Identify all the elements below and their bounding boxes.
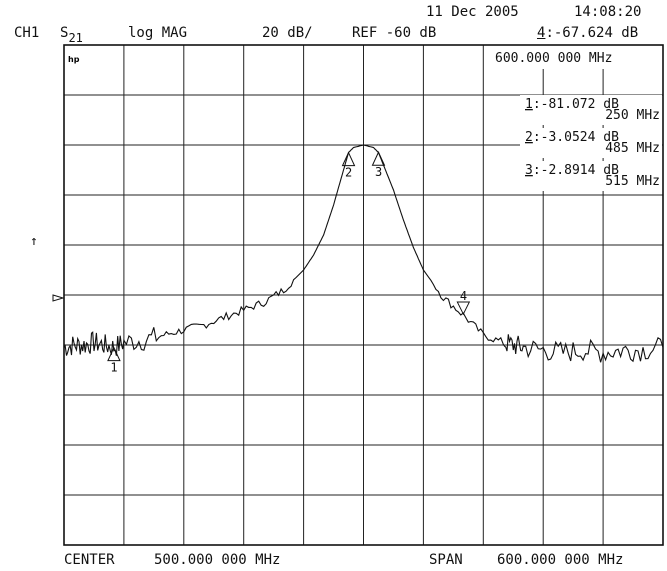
marker-1-label: 1 xyxy=(110,361,117,375)
span-label: SPAN xyxy=(429,552,463,568)
channel-label: CH1 xyxy=(14,25,40,41)
marker-3-readout-value: :-2.8914 dB xyxy=(533,163,619,178)
ref-level-indicator xyxy=(52,294,65,302)
readout-bg-marker-3 xyxy=(520,161,662,191)
s21-trace xyxy=(63,144,664,363)
time-label: 14:08:20 xyxy=(574,4,642,20)
marker-2-label: 2 xyxy=(345,166,352,180)
active-marker-value: :-67.624 dB xyxy=(545,25,639,41)
format-label: log MAG xyxy=(128,25,188,41)
marker-1-readout-number: 1 xyxy=(525,97,533,112)
ref-label: REF -60 dB xyxy=(352,25,437,41)
center-value: 500.000 000 MHz xyxy=(154,552,281,568)
parameter-label: S21 xyxy=(60,25,83,45)
marker-4-triangle xyxy=(456,301,471,316)
marker-2-readout-value: :-3.0524 dB xyxy=(533,130,619,145)
readout-bg-marker-2 xyxy=(520,128,662,158)
center-label: CENTER xyxy=(64,552,115,568)
parameter-sub: 21 xyxy=(68,31,83,45)
active-marker-freq: 600.000 000 MHz xyxy=(495,51,612,66)
ref-position-arrow: ↑ xyxy=(30,234,38,249)
marker-4-label: 4 xyxy=(460,289,467,303)
active-marker-number: 4 xyxy=(537,25,546,41)
marker-1-readout-freq: 250 MHz xyxy=(605,108,660,123)
active-marker-readout: 4:-67.624 dB xyxy=(537,25,638,41)
marker-2-triangle xyxy=(341,151,356,167)
graticule xyxy=(64,45,663,545)
marker-2-readout-freq: 485 MHz xyxy=(605,141,660,156)
readout-bg-active xyxy=(490,45,663,69)
marker-3-label: 3 xyxy=(375,165,382,179)
parameter-main: S xyxy=(60,25,69,41)
marker-3-readout-number: 3 xyxy=(525,163,533,178)
scale-label: 20 dB/ xyxy=(262,25,313,41)
plot-frame xyxy=(63,44,664,546)
marker-2-readout-number: 2 xyxy=(525,130,533,145)
marker-2-readout: 2:-3.0524 dB xyxy=(525,130,619,145)
marker-1-triangle xyxy=(107,346,121,362)
marker-layer: 1 2 3 4 xyxy=(107,151,471,375)
marker-3-readout-freq: 515 MHz xyxy=(605,174,660,189)
marker-1-readout-value: :-81.072 dB xyxy=(533,97,619,112)
marker-3-readout: 3:-2.8914 dB xyxy=(525,163,619,178)
hp-logo: hp xyxy=(68,55,80,64)
trace-layer xyxy=(63,144,664,363)
span-value: 600.000 000 MHz xyxy=(497,552,624,568)
readout-bg-marker-1 xyxy=(520,95,662,125)
marker-1-readout: 1:-81.072 dB xyxy=(525,97,619,112)
date-label: 11 Dec 2005 xyxy=(426,4,519,20)
marker-3-triangle xyxy=(371,151,386,166)
